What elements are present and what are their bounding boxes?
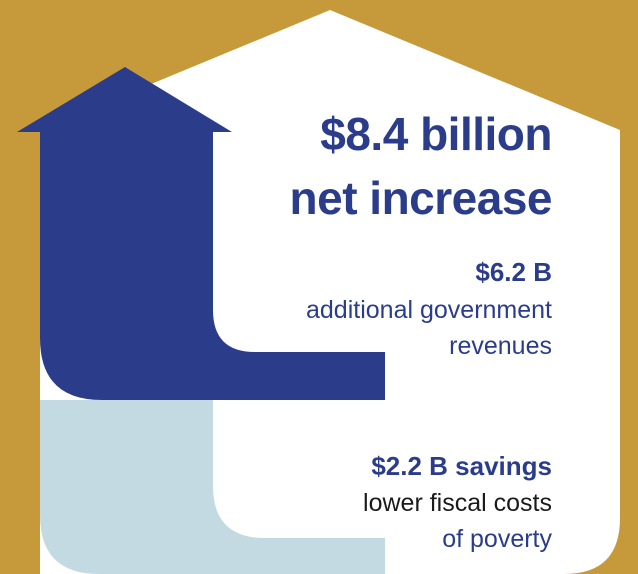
savings-label-line-1: lower fiscal costs xyxy=(363,489,552,517)
revenues-amount: $6.2 B xyxy=(475,257,552,287)
revenues-label-line-1: additional government xyxy=(306,296,552,324)
headline-line-2: net increase xyxy=(289,172,553,224)
savings-band xyxy=(40,330,385,574)
upward-arrow-icon xyxy=(17,67,385,400)
savings-amount: $2.2 B savings xyxy=(371,451,552,481)
savings-label-line-2: of poverty xyxy=(442,525,552,553)
revenues-label-line-2: revenues xyxy=(449,332,552,360)
headline-line-1: $8.4 billion xyxy=(320,108,552,160)
